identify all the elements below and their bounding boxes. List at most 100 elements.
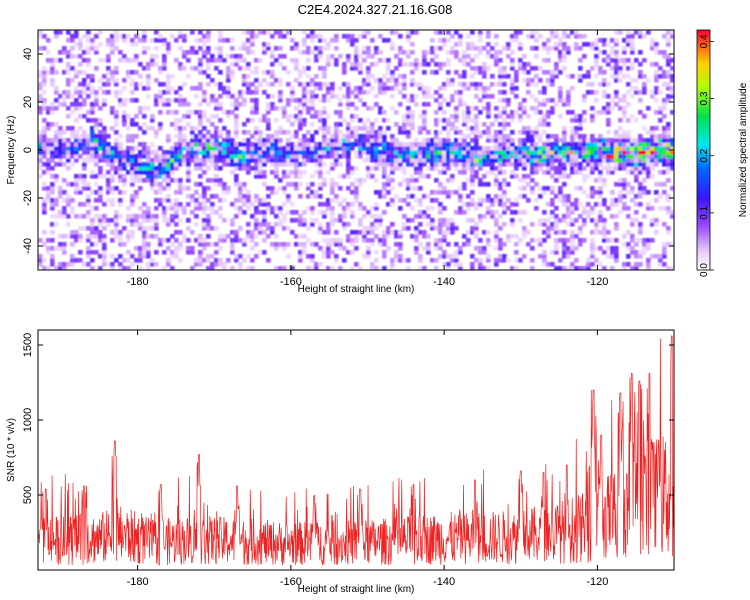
heatmap-cell-1669 [274,142,279,147]
heatmap-cell-1446 [242,122,247,127]
heatmap-cell-2070 [334,218,339,223]
heatmap-cell-2384 [382,266,387,270]
heatmap-cell-947 [170,154,175,159]
heatmap-cell-3810 [586,90,591,95]
heatmap-cell-1529 [254,162,259,167]
heatmap-cell-593 [118,146,123,151]
heatmap-cell-3871 [594,42,599,47]
heatmap-cell-2048 [330,186,335,191]
heatmap-cell-2602 [414,234,419,239]
heatmap-cell-3251 [502,70,507,75]
heatmap-cell-590 [118,158,123,163]
heatmap-cell-3861 [594,142,599,147]
heatmap-cell-3447 [534,74,539,79]
heatmap-cell-1605 [266,202,271,207]
heatmap-cell-3737 [574,118,579,123]
heatmap-cell-2642 [418,150,423,155]
heatmap-cell-2058 [330,134,335,139]
heatmap-cell-2188 [350,90,355,95]
heatmap-cell-2903 [458,246,463,251]
heatmap-cell-2190 [350,62,355,67]
heatmap-cell-3984 [614,246,619,251]
heatmap-cell-730 [138,106,143,111]
heatmap-cell-3942 [606,142,611,147]
heatmap-cell-1437 [242,166,247,171]
heatmap-cell-528 [110,154,115,159]
heatmap-cell-535 [110,74,115,79]
heatmap-cell-1051 [186,158,191,163]
heatmap-cell-68 [46,162,51,167]
heatmap-cell-2886 [454,142,459,147]
heatmap-cell-2520 [402,222,407,227]
heatmap-cell-1333 [226,138,231,143]
heatmap-cell-731 [138,82,143,87]
heatmap-cell-2162 [346,86,351,91]
heatmap-cell-519 [110,202,115,207]
heatmap-cell-698 [134,134,139,139]
heatmap-cell-2697 [426,102,431,107]
heatmap-cell-1360 [230,150,235,155]
heatmap-cell-59 [46,250,51,255]
heatmap-cell-3370 [522,130,527,135]
heatmap-cell-3989 [614,202,619,207]
heatmap-cell-3852 [594,202,599,207]
heatmap-cell-2313 [370,174,375,179]
heatmap-cell-2442 [390,258,395,263]
heatmap-cell-2888 [454,130,459,135]
heatmap-cell-622 [122,78,127,83]
heatmap-cell-2074 [334,162,339,167]
heatmap-cell-3998 [614,142,619,147]
heatmap-cell-573 [114,30,119,35]
heatmap-cell-3654 [562,50,567,55]
heatmap-cell-3289 [510,138,515,143]
heatmap-cell-1758 [290,202,295,207]
heatmap-cell-3433 [534,166,539,171]
heatmap-cell-1864 [306,266,311,270]
heatmap-cell-4140 [634,194,639,199]
heatmap-cell-4280 [654,78,659,83]
heatmap-cell-2039 [330,242,335,247]
heatmap-cell-4248 [650,146,655,151]
heatmap-cell-233 [70,142,75,147]
heatmap-cell-3102 [486,266,491,270]
heatmap-cell-3026 [474,162,479,167]
heatmap-cell-742 [142,226,147,231]
heatmap-cell-2627 [418,254,423,259]
heatmap-cell-2668 [422,118,427,123]
heatmap-cell-1169 [202,126,207,131]
heatmap-cell-2910 [458,162,463,167]
heatmap-cell-2225 [358,230,363,235]
heatmap-cell-2069 [334,230,339,235]
heatmap-cell-3140 [490,166,495,171]
heatmap-cell-1885 [306,66,311,71]
heatmap-cell-2753 [438,254,443,259]
heatmap-cell-1985 [322,178,327,183]
heatmap-cell-2291 [366,126,371,131]
heatmap-cell-436 [98,218,103,223]
heatmap-cell-768 [146,254,151,259]
heatmap-cell-542 [114,258,119,263]
heatmap-cell-4234 [646,106,651,111]
heatmap-cell-4157 [634,30,639,35]
heatmap-cell-1162 [202,158,207,163]
heatmap-cell-4050 [622,166,627,171]
heatmap-cell-3835 [590,142,595,147]
heatmap-cell-3153 [490,46,495,51]
heatmap-cell-1690 [278,150,283,155]
heatmap-cell-1717 [282,170,287,175]
heatmap-cell-1861 [302,42,307,47]
heatmap-cell-240 [70,78,75,83]
heatmap-cell-4278 [654,90,659,95]
heatmap-cell-295 [78,102,83,107]
heatmap-cell-1574 [262,230,267,235]
heatmap-cell-3093 [482,106,487,111]
heatmap-cell-2415 [382,38,387,43]
heatmap-cell-3277 [510,234,515,239]
heatmap-cell-1832 [298,50,303,55]
heatmap-cell-3944 [606,130,611,135]
heatmap-cell-141 [58,246,63,251]
heatmap-cell-3621 [558,42,563,47]
heatmap-cell-1662 [274,170,279,175]
heatmap-cell-69 [46,158,51,163]
heatmap-cell-362 [86,50,91,55]
